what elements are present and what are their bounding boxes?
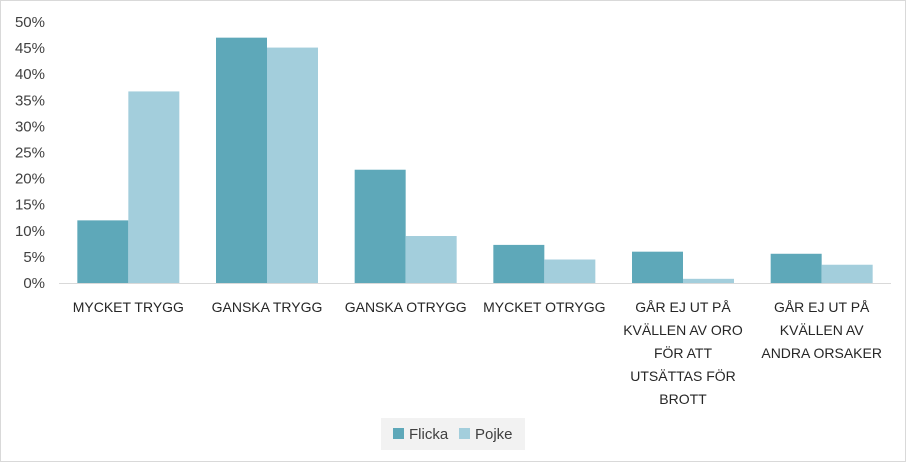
y-tick-label: 5% bbox=[23, 249, 45, 266]
bar-flicka-3 bbox=[493, 244, 545, 283]
bar-flicka-0 bbox=[77, 220, 129, 283]
legend: Flicka Pojke bbox=[381, 418, 525, 450]
x-tick-label: GANSKA OTRYGG bbox=[345, 299, 467, 315]
y-tick-label: 30% bbox=[15, 118, 45, 135]
bar-pojke-2 bbox=[405, 236, 457, 283]
x-tick-label: UTSÄTTAS FÖR bbox=[630, 367, 736, 384]
bar-flicka-2 bbox=[354, 169, 406, 283]
x-axis: MYCKET TRYGG GANSKA TRYGG GANSKA OTRYGG MYC… bbox=[59, 283, 891, 407]
bar-flicka-5 bbox=[770, 253, 822, 283]
bar-pojke-5 bbox=[821, 264, 873, 283]
x-tick-label: KVÄLLEN AV ORO bbox=[623, 322, 743, 338]
x-tick-label: MYCKET OTRYGG bbox=[483, 299, 605, 315]
y-tick-label: 20% bbox=[15, 171, 45, 188]
y-tick-label: 0% bbox=[23, 275, 45, 292]
legend-label-pojke: Pojke bbox=[475, 426, 513, 443]
y-axis: 0% 5% 10% 15% 20% 25% 30% 35% 40% 45% 50% bbox=[15, 14, 45, 292]
y-tick-label: 45% bbox=[15, 40, 45, 57]
legend-label-flicka: Flicka bbox=[409, 426, 449, 443]
bar-pojke-3 bbox=[544, 259, 596, 283]
legend-swatch-pojke bbox=[459, 428, 470, 439]
bar-flicka-4 bbox=[632, 251, 683, 283]
x-tick-label: BROTT bbox=[659, 391, 707, 407]
legend-box bbox=[381, 418, 525, 450]
x-tick-label: GANSKA TRYGG bbox=[212, 299, 323, 315]
bar-flicka-1 bbox=[216, 37, 267, 283]
y-tick-label: 15% bbox=[15, 197, 45, 214]
bar-pojke-0 bbox=[128, 91, 180, 284]
bars bbox=[77, 37, 873, 284]
x-tick-label: ANDRA ORSAKER bbox=[761, 345, 882, 361]
y-tick-label: 50% bbox=[15, 14, 45, 31]
x-tick-label: KVÄLLEN AV bbox=[780, 322, 864, 338]
legend-swatch-flicka bbox=[393, 428, 404, 439]
x-tick-label: GÅR EJ UT PÅ bbox=[635, 299, 731, 315]
bar-pojke-4 bbox=[683, 278, 734, 283]
bar-pojke-1 bbox=[267, 47, 318, 283]
x-tick-label: FÖR ATT bbox=[654, 344, 713, 361]
x-tick-label: MYCKET TRYGG bbox=[73, 299, 184, 315]
y-tick-label: 35% bbox=[15, 92, 45, 109]
y-tick-label: 10% bbox=[15, 223, 45, 240]
y-tick-label: 25% bbox=[15, 145, 45, 162]
x-tick-label: GÅR EJ UT PÅ bbox=[774, 299, 870, 315]
y-tick-label: 40% bbox=[15, 66, 45, 83]
